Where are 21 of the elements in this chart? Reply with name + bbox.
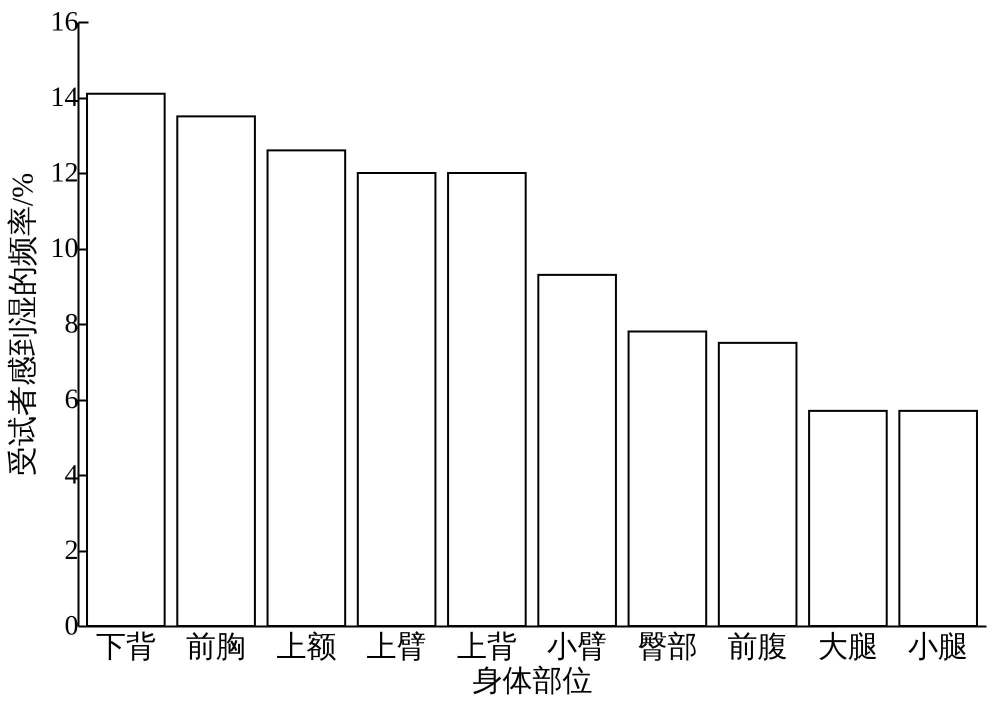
y-tick-label: 10 <box>50 233 78 264</box>
x-tick-label: 臀部 <box>637 630 698 664</box>
y-axis-title: 受试者感到湿的频率/% <box>6 172 40 476</box>
y-tick-label: 0 <box>64 610 78 642</box>
y-tick-label: 2 <box>64 535 78 566</box>
x-tick-label: 小臂 <box>547 630 608 664</box>
x-tick-label: 前腹 <box>728 630 788 664</box>
x-tick-label: 上臂 <box>366 630 427 664</box>
y-tick-label: 16 <box>50 6 78 38</box>
x-tick-label: 上额 <box>276 630 336 664</box>
y-tick-label: 12 <box>50 158 78 188</box>
y-tick-label: 4 <box>64 460 78 490</box>
x-tick-label: 大腿 <box>818 630 878 664</box>
y-tick-label: 6 <box>64 384 78 415</box>
y-tick-label: 14 <box>50 82 78 113</box>
x-tick-label: 小腿 <box>908 630 968 664</box>
x-tick-label: 上背 <box>456 630 517 664</box>
x-tick-label: 前胸 <box>186 630 246 664</box>
y-tick-label: 8 <box>64 308 78 340</box>
x-tick-label: 下背 <box>96 630 156 664</box>
x-axis-title: 身体部位 <box>472 664 592 698</box>
